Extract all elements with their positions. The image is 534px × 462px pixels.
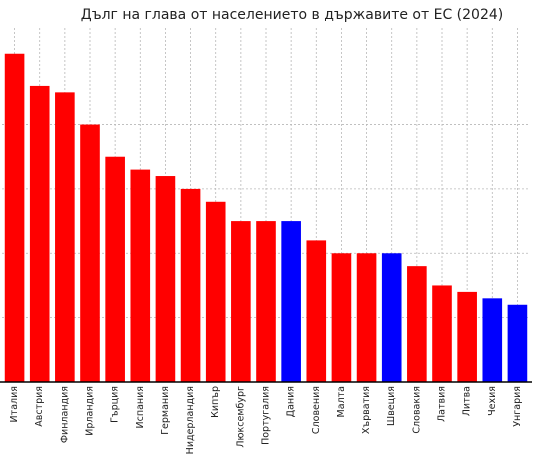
x-tick-label-19: Чехия bbox=[487, 386, 498, 416]
x-tick-label-3: Ирландия bbox=[85, 386, 96, 436]
bar-1 bbox=[29, 85, 50, 382]
x-tick-label-15: Швеция bbox=[386, 386, 397, 426]
bar-0 bbox=[4, 53, 25, 382]
bar-20 bbox=[507, 304, 528, 382]
x-tick-label-8: Кипър bbox=[210, 386, 221, 418]
bar-5 bbox=[130, 169, 151, 382]
bars bbox=[4, 53, 528, 382]
bar-15 bbox=[381, 253, 402, 382]
bar-17 bbox=[432, 285, 452, 382]
x-tick-label-17: Латвия bbox=[437, 386, 448, 422]
bar-8 bbox=[205, 201, 226, 382]
bar-16 bbox=[407, 266, 427, 382]
x-tick-label-13: Малта bbox=[336, 386, 347, 417]
x-tick-label-4: Гърция bbox=[110, 386, 121, 423]
bar-14 bbox=[356, 253, 377, 382]
x-tick-label-10: Португалия bbox=[261, 386, 272, 445]
x-tick-labels: Италия Австрия Финландия Ирландия Гърция Испа… bbox=[9, 386, 523, 454]
chart-title: Дълг на глава от населението в държавите… bbox=[81, 7, 503, 23]
bar-2 bbox=[55, 92, 75, 382]
bar-11 bbox=[281, 221, 301, 382]
bar-12 bbox=[306, 240, 327, 382]
bar-13 bbox=[331, 253, 352, 382]
x-tick-label-6: Германия bbox=[160, 386, 171, 435]
x-tick-label-16: Словакия bbox=[411, 386, 422, 434]
x-tick-label-7: Нидерландия bbox=[185, 386, 196, 454]
bar-6 bbox=[155, 176, 176, 382]
bar-9 bbox=[231, 221, 251, 382]
x-tick-label-5: Испания bbox=[135, 386, 146, 428]
x-tick-label-11: Дания bbox=[286, 386, 297, 417]
bar-3 bbox=[80, 124, 100, 382]
bar-19 bbox=[482, 298, 503, 382]
x-tick-label-9: Люксембург bbox=[235, 386, 246, 448]
bar-18 bbox=[457, 291, 477, 382]
x-tick-label-18: Литва bbox=[462, 386, 473, 416]
x-tick-label-12: Словения bbox=[311, 386, 322, 434]
x-tick-label-1: Австрия bbox=[34, 386, 45, 427]
bar-7 bbox=[180, 188, 201, 382]
bar-10 bbox=[256, 221, 276, 382]
x-tick-label-2: Финландия bbox=[59, 386, 70, 443]
bar-4 bbox=[105, 156, 125, 382]
x-tick-label-0: Италия bbox=[9, 386, 20, 422]
x-tick-label-14: Хърватия bbox=[361, 386, 372, 434]
x-tick-label-20: Унгария bbox=[512, 386, 523, 427]
